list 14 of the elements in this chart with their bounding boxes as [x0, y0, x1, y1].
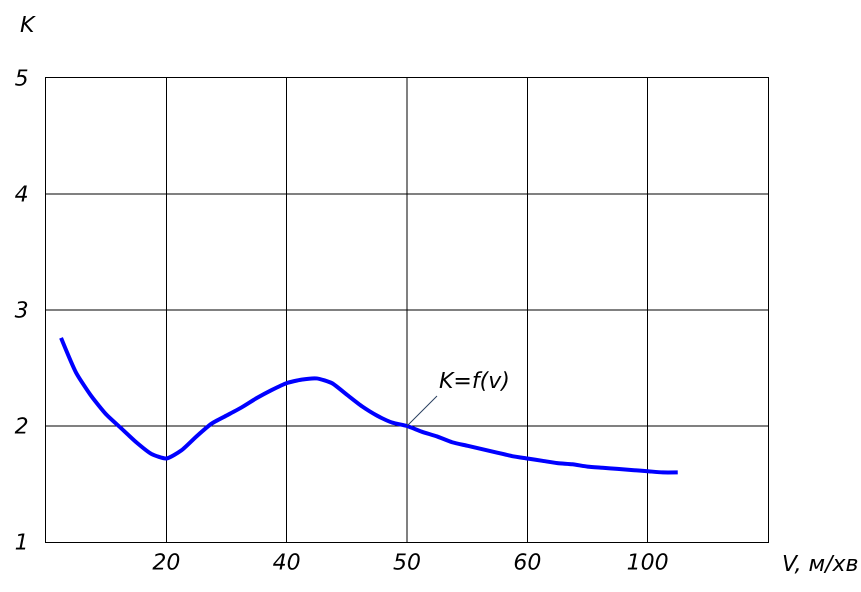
x-tick-label: 60	[513, 550, 542, 576]
x-tick-label: 100	[626, 550, 669, 576]
x-axis-title: V, м/хв	[782, 552, 859, 577]
y-tick-label: 3	[14, 298, 29, 324]
x-tick-label: 40	[272, 550, 301, 576]
x-tick-label: 20	[152, 550, 180, 576]
x-tick-label: 50	[393, 550, 421, 576]
y-tick-label: 1	[14, 530, 29, 556]
y-tick-label: 4	[14, 182, 29, 208]
y-axis-title: K	[20, 13, 36, 38]
y-tick-label: 2	[14, 414, 29, 440]
line-series	[59, 336, 680, 474]
annotation: K=f(v)	[439, 369, 510, 394]
y-tick-label: 5	[14, 66, 29, 92]
